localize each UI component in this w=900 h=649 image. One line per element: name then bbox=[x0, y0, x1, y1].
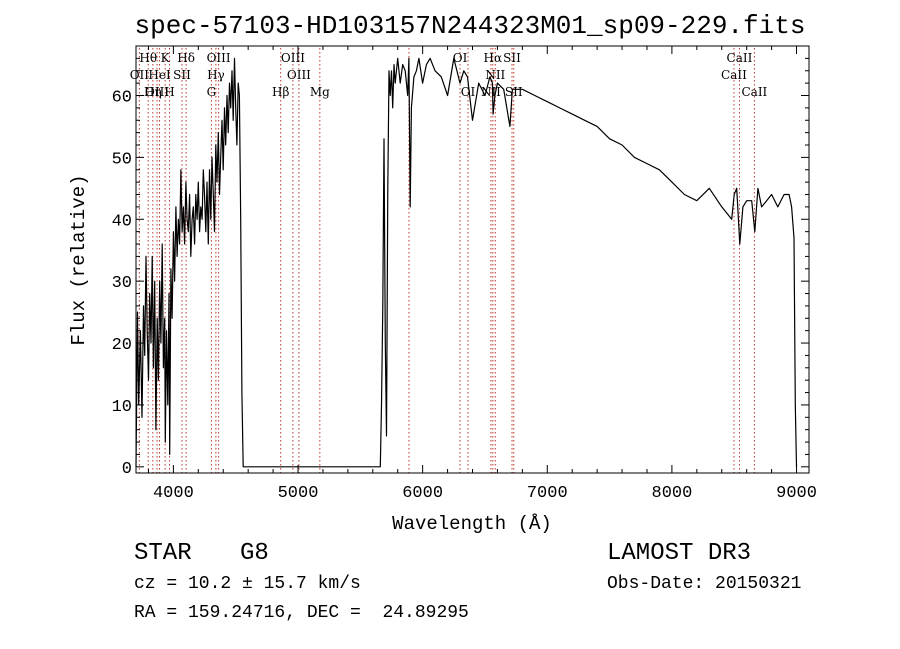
spectrum-line bbox=[135, 57, 798, 468]
feature-label: OIII bbox=[207, 51, 231, 65]
feature-label: Hγ bbox=[207, 68, 225, 82]
feature-label: SII bbox=[173, 68, 191, 82]
y-tick-label: 20 bbox=[112, 336, 132, 355]
redshift-text: cz = 10.2 ± 15.7 km/s bbox=[134, 574, 361, 594]
feature-label: Hη bbox=[144, 85, 162, 99]
x-tick-label: 7000 bbox=[527, 484, 568, 503]
feature-label: Hδ bbox=[177, 51, 195, 65]
feature-label: CaII bbox=[741, 85, 767, 99]
feature-label: Hθ bbox=[139, 51, 157, 65]
feature-label: NII bbox=[481, 85, 501, 99]
y-tick-label: 50 bbox=[112, 150, 132, 169]
feature-label: SII bbox=[503, 51, 521, 65]
feature-label: CaII bbox=[721, 68, 747, 82]
y-tick-label: 40 bbox=[112, 212, 132, 231]
feature-label: SII bbox=[505, 85, 523, 99]
feature-label: CaII bbox=[727, 51, 753, 65]
feature-label: H bbox=[164, 85, 174, 99]
object-class: STAR bbox=[134, 540, 192, 567]
y-axis: 0 10 20 30 40 50 60 bbox=[112, 57, 809, 479]
feature-label: Hα bbox=[484, 51, 503, 65]
y-tick-label: 30 bbox=[112, 274, 132, 293]
x-axis-label: Wavelength (Å) bbox=[392, 513, 552, 535]
feature-label: NII bbox=[485, 68, 505, 82]
obs-date-text: Obs-Date: 20150321 bbox=[607, 574, 802, 594]
y-axis-label: Flux (relative) bbox=[68, 174, 90, 345]
x-tick-label: 9000 bbox=[776, 484, 817, 503]
x-axis: 4000 5000 6000 7000 8000 9000 bbox=[147, 46, 817, 503]
feature-label: OIII bbox=[281, 51, 305, 65]
feature-label: Hβ bbox=[272, 85, 289, 99]
feature-label: OI bbox=[461, 85, 476, 99]
y-tick-label: 0 bbox=[122, 460, 132, 479]
survey-name: LAMOST DR3 bbox=[607, 540, 752, 567]
feature-marker-lines bbox=[138, 48, 755, 473]
x-tick-label: 4000 bbox=[153, 484, 194, 503]
plot-frame bbox=[135, 45, 810, 474]
x-tick-label: 6000 bbox=[402, 484, 443, 503]
feature-label: K bbox=[161, 51, 171, 65]
chart-title: spec-57103-HD103157N244323M01_sp09-229.f… bbox=[135, 11, 806, 41]
feature-label: OI bbox=[453, 51, 468, 65]
x-tick-label: 8000 bbox=[652, 484, 693, 503]
object-subclass: G8 bbox=[240, 540, 269, 567]
feature-label: OIII bbox=[287, 68, 311, 82]
feature-label: OIII bbox=[145, 85, 169, 99]
feature-label: HeI bbox=[148, 68, 171, 82]
x-tick-label: 5000 bbox=[278, 484, 319, 503]
feature-label: OII bbox=[130, 68, 150, 82]
y-tick-label: 10 bbox=[112, 398, 132, 417]
feature-labels: Hθ OII OIII K HeI Hη H SII Hδ OIII Hγ G OIII OIII Hβ Mg… bbox=[130, 51, 768, 99]
y-tick-label: 60 bbox=[112, 89, 132, 108]
coordinates-text: RA = 159.24716, DEC = 24.89295 bbox=[134, 603, 469, 623]
feature-label: G bbox=[207, 85, 217, 99]
feature-label: Mg bbox=[310, 85, 330, 99]
